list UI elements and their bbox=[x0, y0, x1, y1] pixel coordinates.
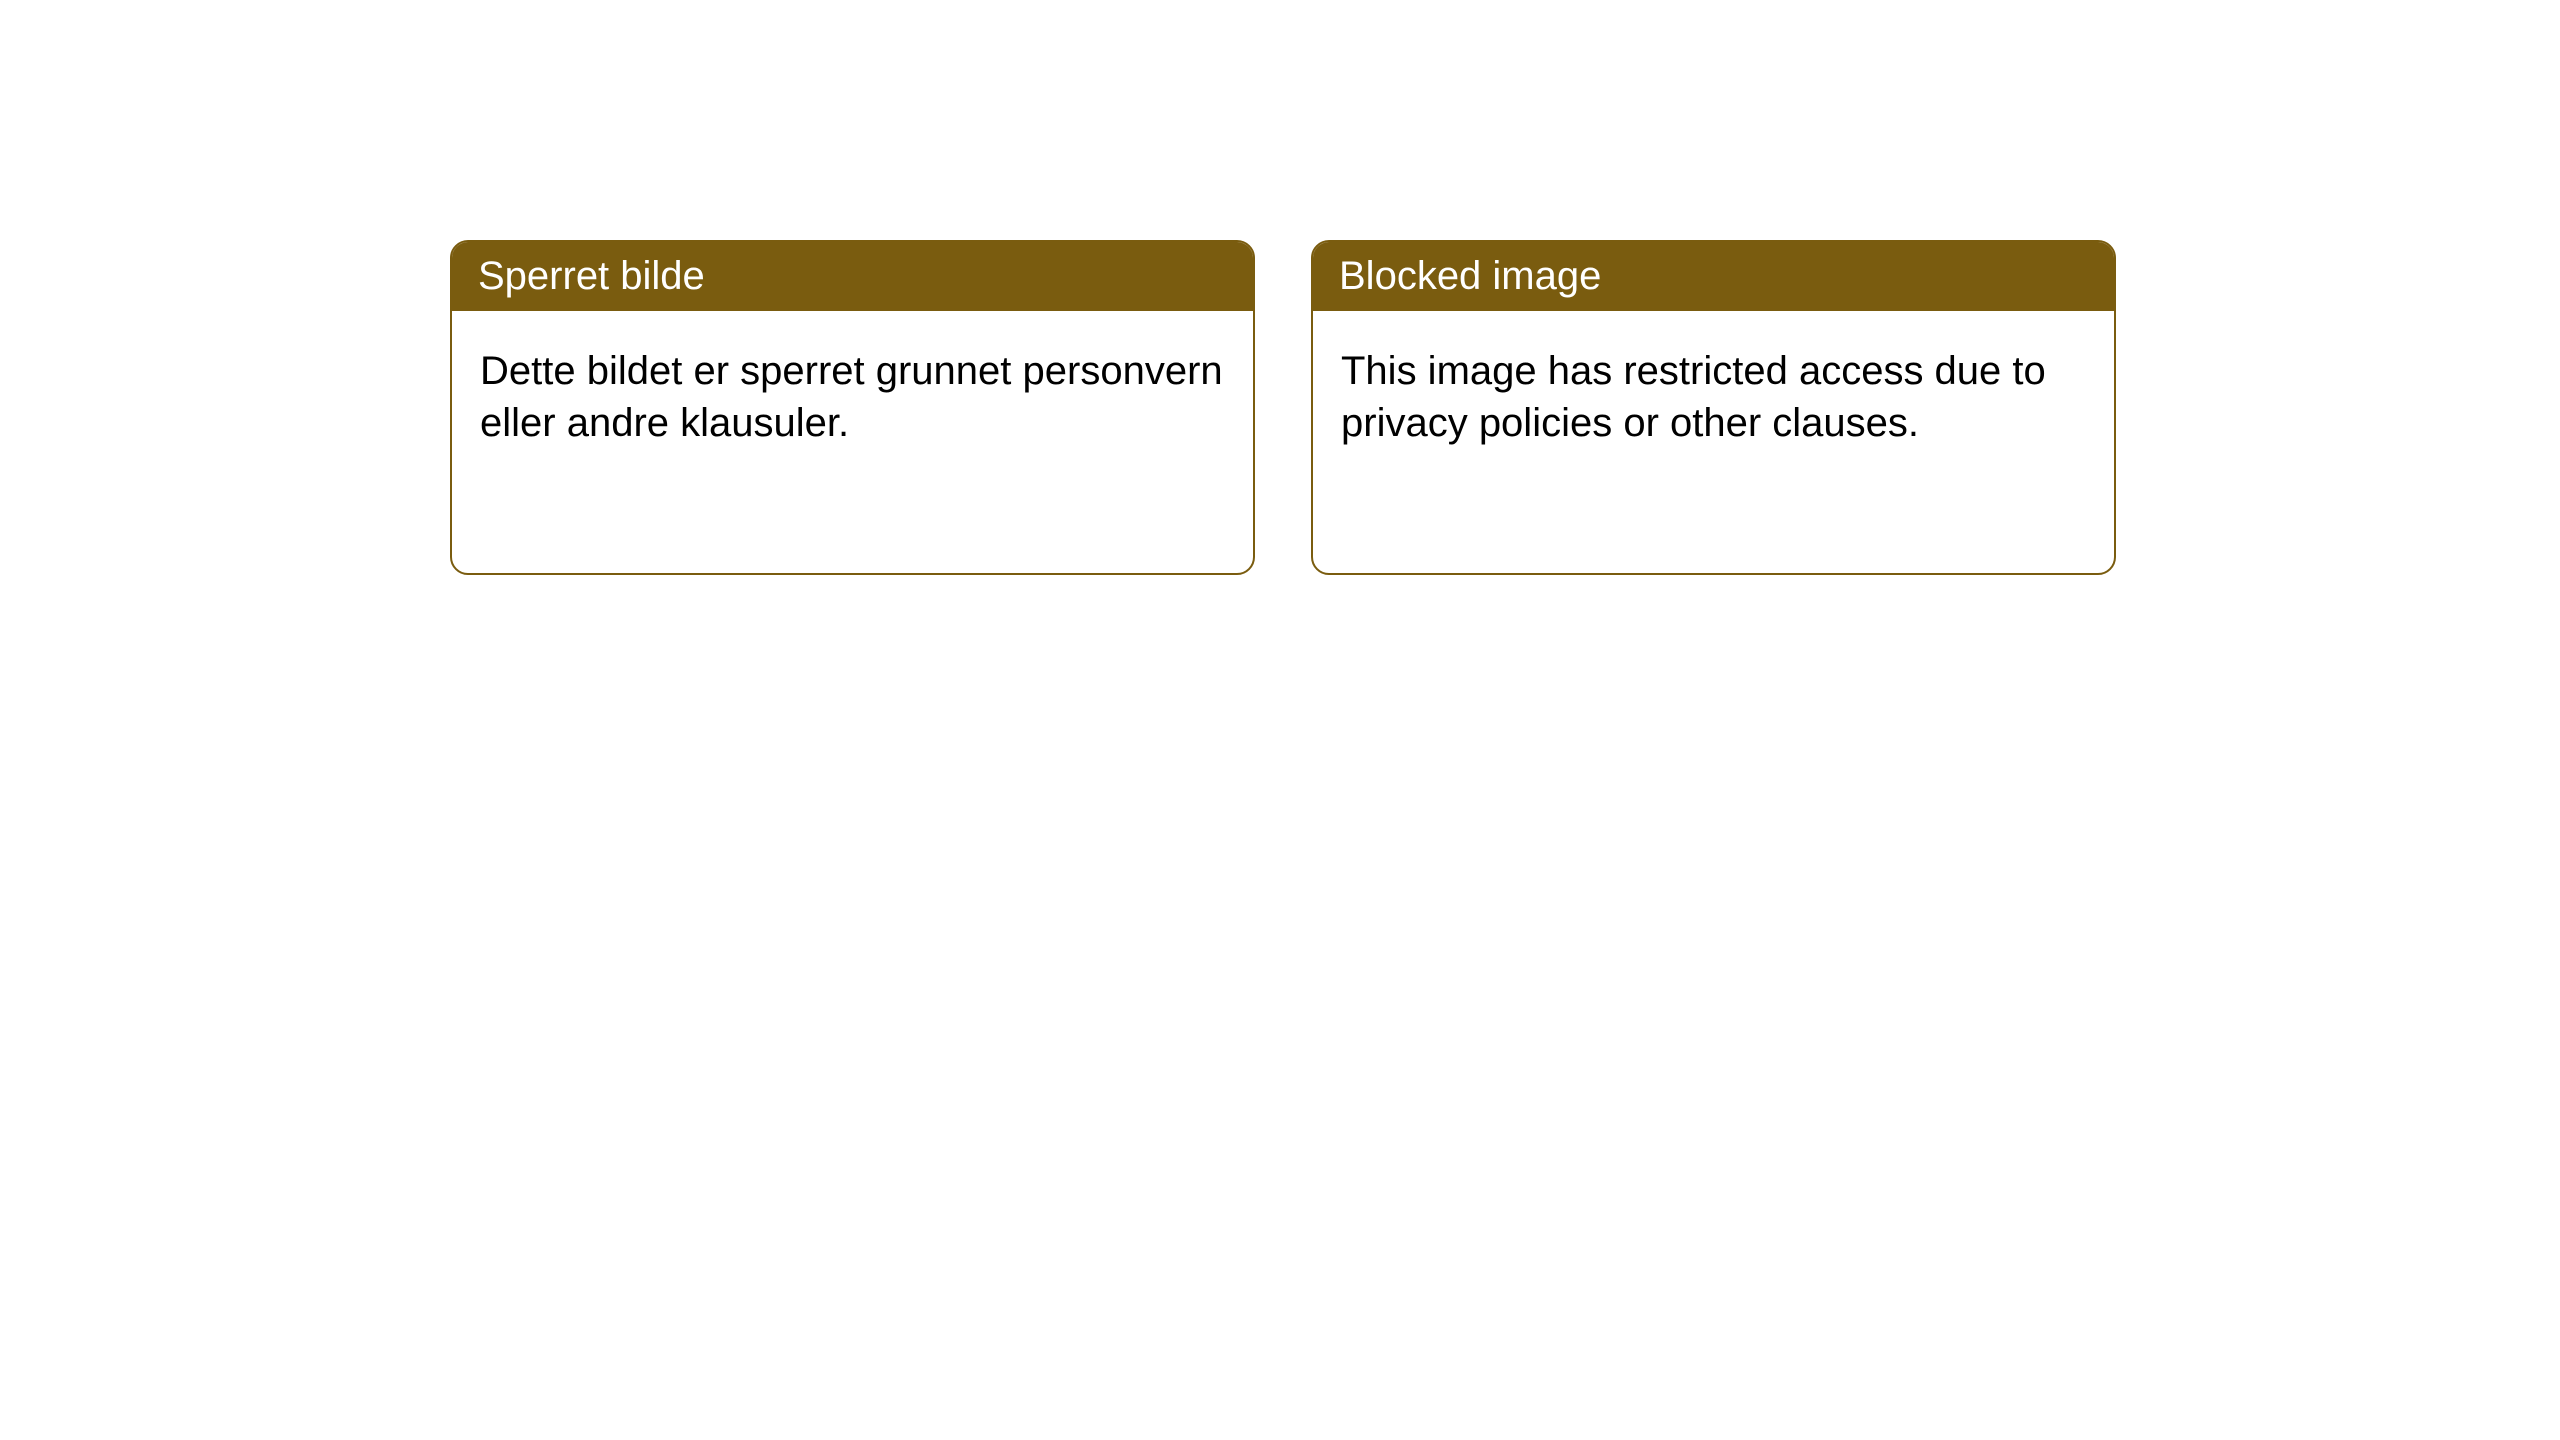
notice-body-english: This image has restricted access due to … bbox=[1313, 311, 2114, 483]
notice-title-norwegian: Sperret bilde bbox=[452, 242, 1253, 311]
notice-container: Sperret bilde Dette bildet er sperret gr… bbox=[0, 0, 2560, 575]
notice-card-english: Blocked image This image has restricted … bbox=[1311, 240, 2116, 575]
notice-card-norwegian: Sperret bilde Dette bildet er sperret gr… bbox=[450, 240, 1255, 575]
notice-body-norwegian: Dette bildet er sperret grunnet personve… bbox=[452, 311, 1253, 483]
notice-title-english: Blocked image bbox=[1313, 242, 2114, 311]
